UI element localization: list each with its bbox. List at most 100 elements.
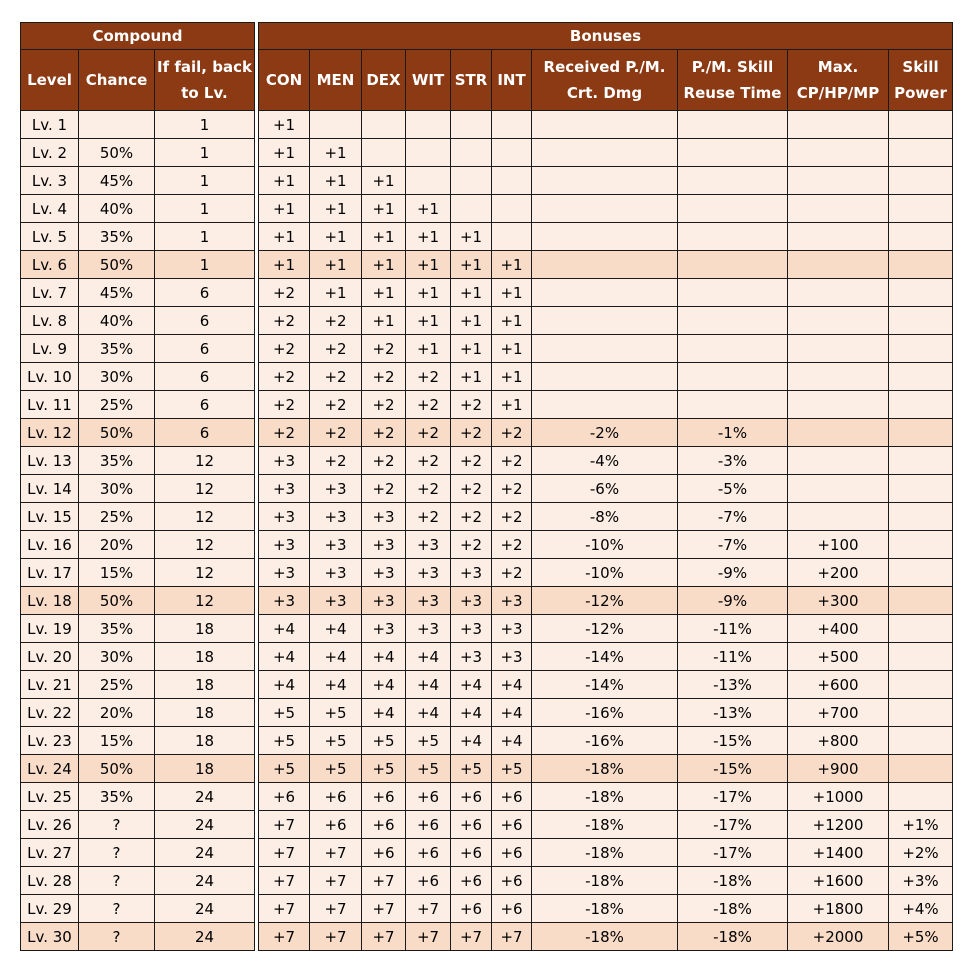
chance-cell: 25% [78, 670, 155, 699]
compound-column-header-row: Level Chance If fail, back to Lv. [20, 49, 255, 111]
bonuses-row: +7 +7 +7 +7 +7 +7 -18% -18% +2000 +5% [258, 922, 953, 951]
chance-cell: ? [78, 922, 155, 951]
int-cell: +5 [491, 754, 532, 783]
int-cell: +1 [491, 306, 532, 335]
wit-cell: +6 [405, 782, 451, 811]
chance-cell: 25% [78, 502, 155, 531]
crit-damage-cell: -18% [531, 782, 678, 811]
compound-row: Lv. 19 35% 18 [20, 614, 255, 643]
skill-reuse-cell [677, 138, 788, 167]
column-header-str: STR [450, 49, 492, 111]
bonuses-row: +1 +1 +1 +1 [258, 194, 953, 223]
chance-cell: 35% [78, 782, 155, 811]
skill-power-cell [888, 306, 953, 335]
int-cell: +1 [491, 250, 532, 279]
chance-cell: 50% [78, 418, 155, 447]
fail-back-level-cell: 18 [154, 614, 255, 643]
dex-cell: +4 [361, 698, 406, 727]
skill-reuse-cell: -13% [677, 698, 788, 727]
wit-cell: +3 [405, 586, 451, 615]
crit-damage-cell: -6% [531, 474, 678, 503]
max-cp-hp-mp-cell: +1000 [787, 782, 889, 811]
men-cell: +2 [309, 418, 362, 447]
compound-row: Lv. 18 50% 12 [20, 586, 255, 615]
int-cell: +2 [491, 474, 532, 503]
chance-cell: 15% [78, 558, 155, 587]
int-cell: +1 [491, 390, 532, 419]
skill-reuse-cell: -18% [677, 922, 788, 951]
max-cp-hp-mp-cell [787, 334, 889, 363]
str-cell: +3 [450, 614, 492, 643]
wit-cell: +1 [405, 334, 451, 363]
str-cell: +4 [450, 670, 492, 699]
int-cell [491, 222, 532, 251]
fail-back-level-cell: 6 [154, 306, 255, 335]
skill-power-cell [888, 250, 953, 279]
dex-cell: +1 [361, 222, 406, 251]
dex-cell: +3 [361, 586, 406, 615]
column-header-fail-back: If fail, back to Lv. [154, 49, 255, 111]
int-cell: +3 [491, 586, 532, 615]
chance-cell: 40% [78, 306, 155, 335]
bonuses-row: +2 +2 +2 +2 +2 +2 -2% -1% [258, 418, 953, 447]
crit-damage-cell [531, 250, 678, 279]
skill-power-cell [888, 110, 953, 139]
men-cell: +3 [309, 558, 362, 587]
chance-cell: ? [78, 810, 155, 839]
level-cell: Lv. 19 [20, 614, 79, 643]
int-cell: +1 [491, 334, 532, 363]
men-cell: +7 [309, 922, 362, 951]
dex-cell: +5 [361, 754, 406, 783]
level-cell: Lv. 6 [20, 250, 79, 279]
skill-power-cell [888, 390, 953, 419]
con-cell: +2 [258, 418, 310, 447]
dex-cell: +2 [361, 474, 406, 503]
column-header-crit-damage: Received P./M. Crt. Dmg [531, 49, 678, 111]
con-cell: +2 [258, 334, 310, 363]
wit-cell: +1 [405, 194, 451, 223]
level-cell: Lv. 25 [20, 782, 79, 811]
wit-cell: +2 [405, 390, 451, 419]
skill-power-cell [888, 166, 953, 195]
wit-cell: +4 [405, 642, 451, 671]
bonuses-row: +1 +1 +1 +1 +1 +1 [258, 250, 953, 279]
bonuses-group-header-row: Bonuses [258, 22, 953, 50]
wit-cell: +2 [405, 362, 451, 391]
skill-reuse-cell [677, 390, 788, 419]
con-cell: +7 [258, 922, 310, 951]
bonuses-row: +2 +2 +1 +1 +1 +1 [258, 306, 953, 335]
wit-cell: +5 [405, 754, 451, 783]
wit-cell: +6 [405, 810, 451, 839]
bonuses-row: +4 +4 +4 +4 +3 +3 -14% -11% +500 [258, 642, 953, 671]
str-cell: +3 [450, 586, 492, 615]
skill-power-cell [888, 418, 953, 447]
fail-back-level-cell: 1 [154, 138, 255, 167]
compound-row: Lv. 20 30% 18 [20, 642, 255, 671]
men-cell: +4 [309, 614, 362, 643]
wit-cell: +4 [405, 670, 451, 699]
crit-damage-cell: -8% [531, 502, 678, 531]
compound-table-body: Lv. 1 1 Lv. 2 50% 1 Lv. 3 45% 1 Lv. 4 40% 1 Lv. 5 35… [20, 110, 255, 951]
crit-damage-cell: -18% [531, 838, 678, 867]
dex-cell: +6 [361, 838, 406, 867]
con-cell: +5 [258, 754, 310, 783]
max-cp-hp-mp-cell: +500 [787, 642, 889, 671]
bonuses-row: +5 +5 +4 +4 +4 +4 -16% -13% +700 [258, 698, 953, 727]
str-cell: +3 [450, 558, 492, 587]
compound-table: Compound Level Chance If fail, back to L… [20, 22, 255, 951]
men-cell: +7 [309, 894, 362, 923]
int-cell: +6 [491, 838, 532, 867]
con-cell: +3 [258, 558, 310, 587]
skill-reuse-cell [677, 306, 788, 335]
crit-damage-cell [531, 110, 678, 139]
chance-cell: 20% [78, 530, 155, 559]
str-cell [450, 194, 492, 223]
skill-power-cell [888, 446, 953, 475]
bonuses-row: +2 +2 +2 +2 +2 +1 [258, 390, 953, 419]
fail-back-level-cell: 12 [154, 530, 255, 559]
bonuses-row: +3 +3 +2 +2 +2 +2 -6% -5% [258, 474, 953, 503]
level-cell: Lv. 9 [20, 334, 79, 363]
compound-row: Lv. 8 40% 6 [20, 306, 255, 335]
chance-cell: 50% [78, 754, 155, 783]
max-cp-hp-mp-cell [787, 110, 889, 139]
